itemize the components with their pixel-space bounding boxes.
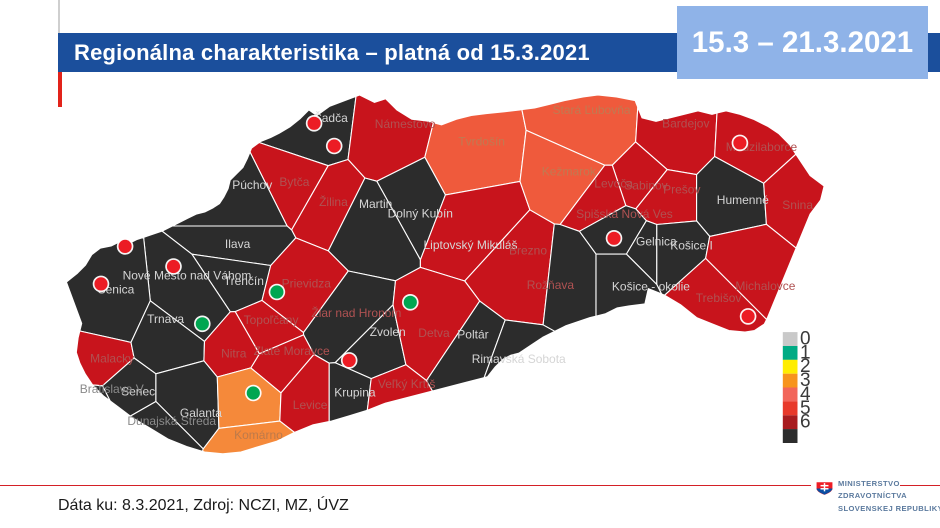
svg-text:Levoča: Levoča — [594, 176, 633, 190]
svg-text:Snina: Snina — [782, 198, 813, 212]
svg-text:Brezno: Brezno — [509, 244, 547, 258]
svg-text:Detva: Detva — [418, 326, 450, 340]
svg-text:Rožňava: Rožňava — [527, 278, 575, 292]
svg-text:Žilina: Žilina — [319, 194, 348, 209]
svg-text:Košice I: Košice I — [670, 238, 713, 252]
svg-text:Komárno: Komárno — [234, 428, 283, 442]
svg-text:Rimavská Sobota: Rimavská Sobota — [472, 352, 566, 366]
svg-text:Krupina: Krupina — [334, 386, 376, 400]
svg-text:Bardejov: Bardejov — [662, 117, 709, 131]
svg-text:Bratislava V: Bratislava V — [80, 382, 144, 396]
svg-text:Zlaté Moravce: Zlaté Moravce — [254, 344, 330, 358]
svg-text:Veľký Krtíš: Veľký Krtíš — [378, 377, 436, 391]
svg-text:Zvolen: Zvolen — [370, 325, 406, 339]
svg-text:Levice: Levice — [293, 398, 328, 412]
svg-text:Stará Ľubovňa: Stará Ľubovňa — [553, 103, 631, 117]
svg-text:Prešov: Prešov — [663, 183, 700, 197]
svg-text:Ilava: Ilava — [225, 237, 251, 251]
svg-text:Námestovo: Námestovo — [375, 117, 436, 131]
svg-text:Púchov: Púchov — [232, 178, 272, 192]
svg-text:Dolný Kubín: Dolný Kubín — [388, 206, 453, 220]
svg-text:Dunajská Streda: Dunajská Streda — [127, 414, 216, 428]
svg-text:Malacky: Malacky — [90, 352, 134, 366]
svg-text:Humenné: Humenné — [717, 193, 769, 207]
svg-text:Martin: Martin — [359, 197, 392, 211]
svg-text:Liptovský Mikuláš: Liptovský Mikuláš — [424, 238, 518, 252]
svg-text:Žiar nad Hronom: Žiar nad Hronom — [311, 305, 401, 320]
svg-text:6: 6 — [800, 412, 811, 433]
svg-text:Spišská Nová Ves: Spišská Nová Ves — [576, 207, 673, 221]
svg-text:Prievidza: Prievidza — [282, 277, 332, 291]
svg-text:Nové Mesto nad Váhom: Nové Mesto nad Váhom — [123, 269, 252, 283]
svg-text:Trebišov: Trebišov — [696, 291, 742, 305]
svg-text:Tvrdošín: Tvrdošín — [458, 135, 505, 149]
svg-text:Michalovce: Michalovce — [735, 279, 795, 293]
svg-text:Nitra: Nitra — [221, 347, 247, 361]
svg-text:Košice - okolie: Košice - okolie — [612, 280, 690, 294]
svg-text:Bytča: Bytča — [279, 175, 309, 189]
svg-text:Trnava: Trnava — [147, 312, 184, 326]
svg-text:Kežmarok: Kežmarok — [542, 164, 597, 178]
svg-text:Poltár: Poltár — [457, 328, 488, 342]
svg-text:Topoľčany: Topoľčany — [244, 313, 299, 327]
